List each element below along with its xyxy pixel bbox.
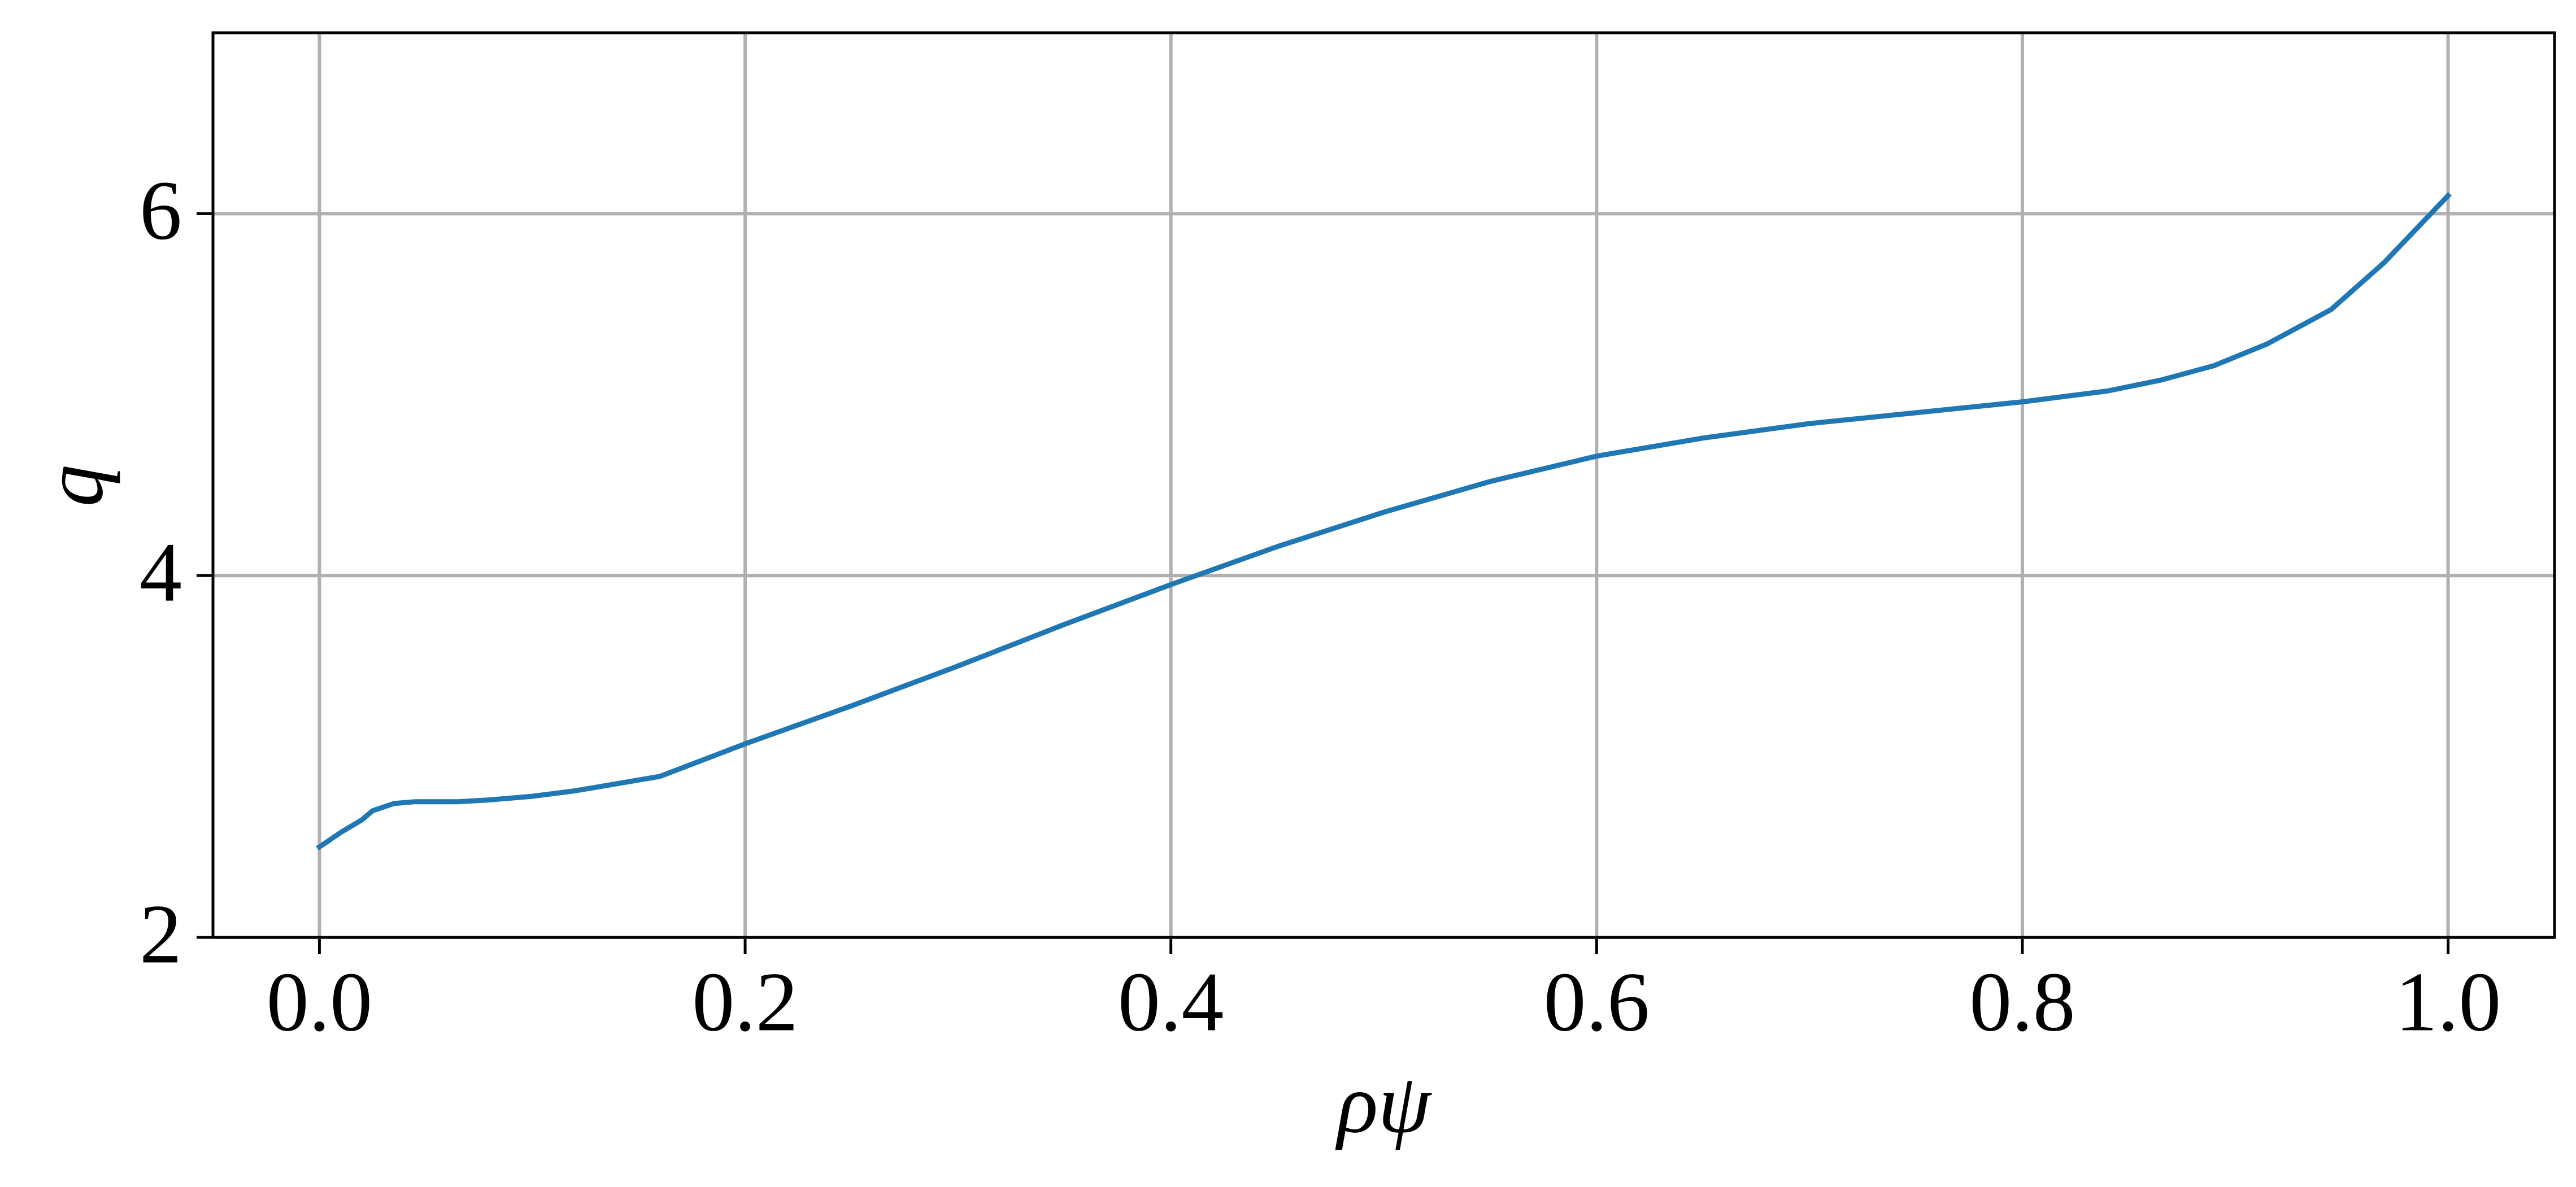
- x-tick-label: 0.4: [1118, 955, 1224, 1049]
- x-tick-label: 0.8: [1969, 955, 2075, 1049]
- x-tick-label: 0.2: [692, 955, 798, 1049]
- x-axis-label: ρψ: [1335, 1057, 1432, 1150]
- data-line: [316, 191, 2452, 851]
- x-tick-label: 0.6: [1544, 955, 1650, 1049]
- y-axis-label: q: [27, 465, 120, 507]
- x-tick-label: 1.0: [2395, 955, 2501, 1049]
- y-tick-label: 4: [140, 526, 182, 619]
- y-tick-label: 6: [140, 164, 182, 258]
- y-tick-label: 2: [140, 887, 182, 981]
- x-tick-label: 0.0: [267, 955, 373, 1049]
- plot-frame: [211, 31, 2556, 939]
